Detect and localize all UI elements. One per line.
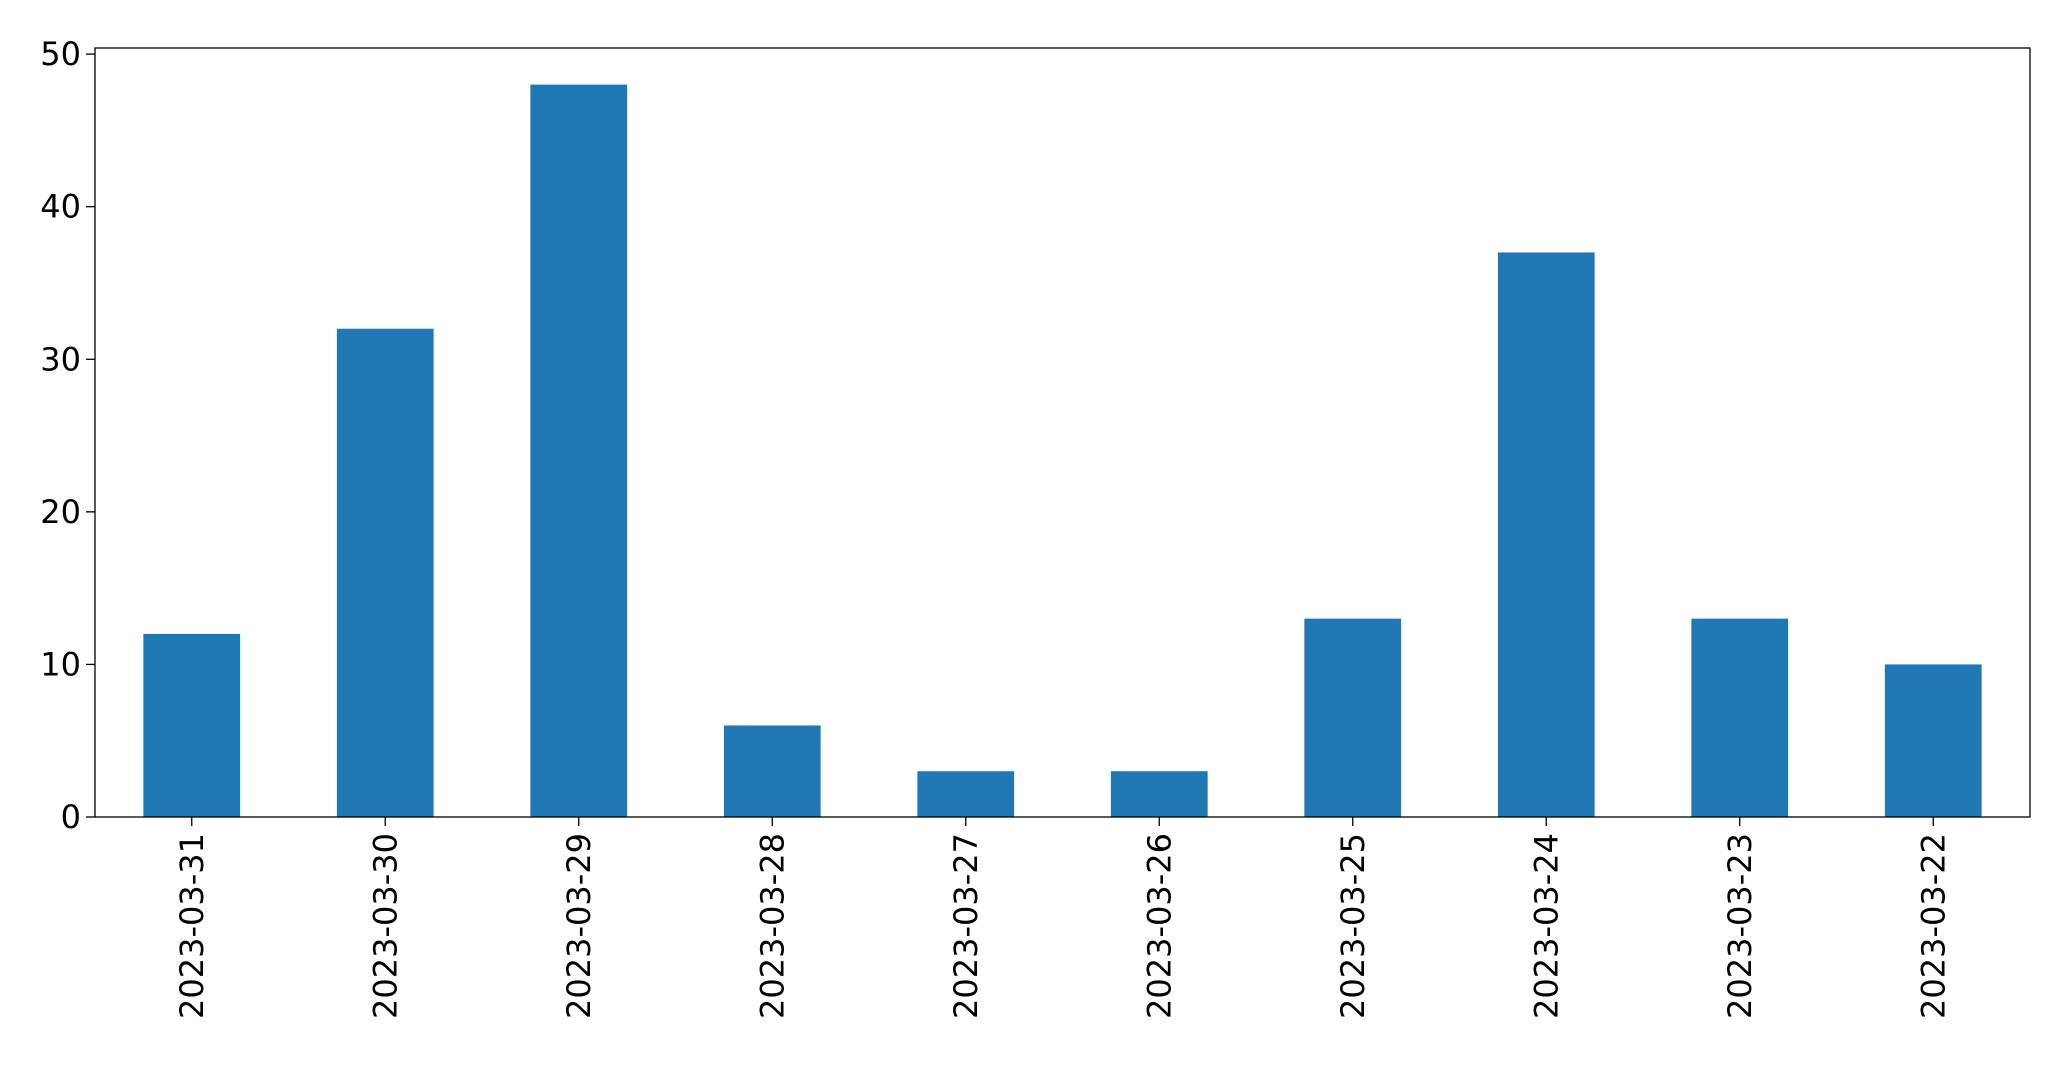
bar: [1110, 771, 1208, 817]
x-tick-label: 2023-03-26: [1140, 833, 1178, 1019]
y-tick-label: 40: [40, 188, 81, 226]
bar: [530, 84, 628, 818]
bar: [917, 771, 1015, 817]
y-tick-label: 50: [40, 35, 81, 73]
plot-frame: [94, 47, 2031, 818]
bar: [336, 328, 434, 817]
y-tick-label: 0: [61, 798, 81, 836]
bar: [723, 725, 821, 817]
bar: [1691, 618, 1789, 817]
bar: [1497, 252, 1595, 817]
bar: [1884, 664, 1982, 817]
x-tick-label: 2023-03-27: [947, 833, 985, 1019]
x-tick-label: 2023-03-29: [560, 833, 598, 1019]
y-tick-label: 30: [40, 340, 81, 378]
bar: [143, 633, 241, 817]
bar: [1304, 618, 1402, 817]
x-tick-label: 2023-03-28: [753, 833, 791, 1019]
x-tick-label: 2023-03-23: [1721, 833, 1759, 1019]
y-tick-label: 20: [40, 493, 81, 531]
x-tick-label: 2023-03-22: [1914, 833, 1952, 1019]
x-tick-label: 2023-03-25: [1334, 833, 1372, 1019]
y-tick-label: 10: [40, 645, 81, 683]
x-tick-label: 2023-03-24: [1527, 833, 1565, 1019]
x-tick-label: 2023-03-30: [366, 833, 404, 1019]
x-tick-label: 2023-03-31: [173, 833, 211, 1019]
